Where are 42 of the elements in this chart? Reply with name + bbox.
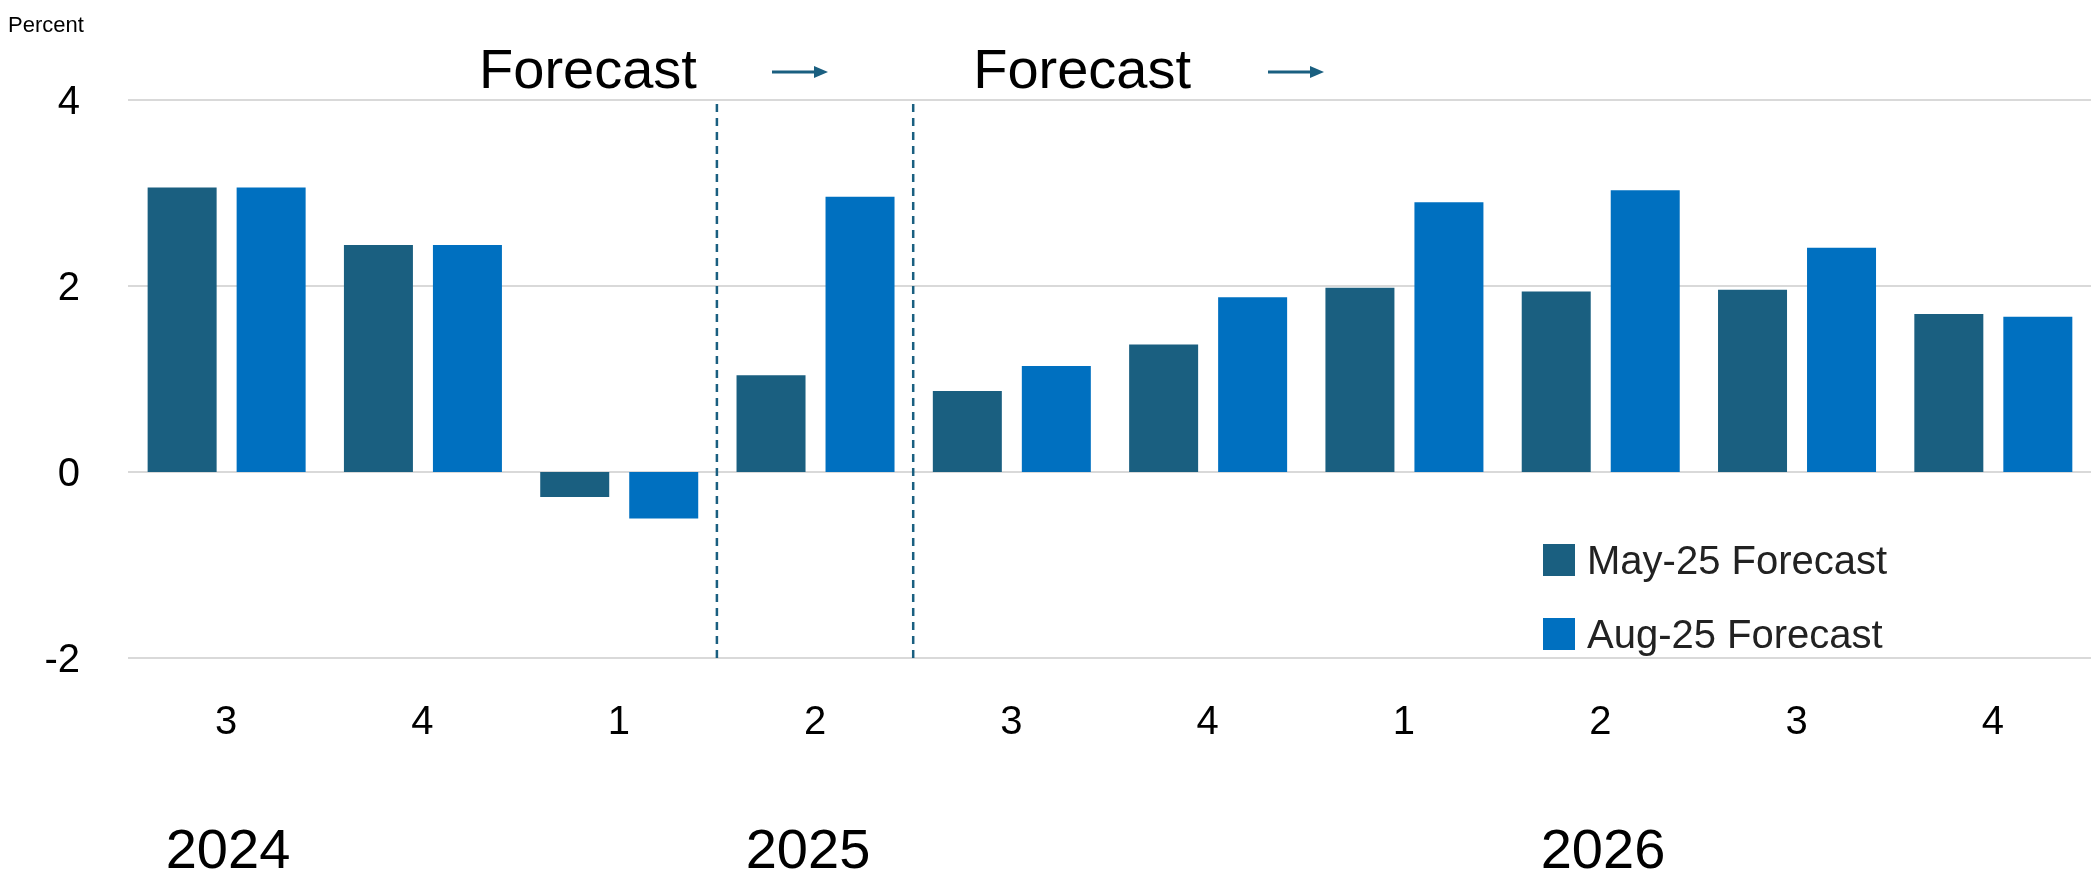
- bar: [932, 391, 1002, 472]
- bar: [236, 187, 306, 472]
- bar: [432, 245, 502, 472]
- text: 2025: [744, 816, 872, 881]
- bar: [1325, 287, 1395, 472]
- bar: [736, 375, 806, 472]
- y-tick-label: 2: [57, 264, 80, 309]
- bar: [540, 472, 610, 498]
- bar: [147, 187, 217, 472]
- bar: [1414, 202, 1484, 472]
- bar: [343, 245, 413, 472]
- bar: [825, 196, 895, 472]
- x-tick-label: 4: [411, 698, 434, 743]
- bar: [1610, 190, 1680, 472]
- text: 2024: [164, 816, 292, 881]
- x-tick-label: 4: [1196, 698, 1219, 743]
- legend-label: May-25 Forecast: [1587, 537, 1888, 583]
- annotation: Forecast: [973, 36, 1193, 101]
- x-tick-label: 4: [1981, 698, 2004, 743]
- bar: [1218, 297, 1288, 472]
- x-tick-label: 2: [803, 698, 827, 743]
- x-tick-label: 1: [1392, 698, 1416, 743]
- x-tick-label: 1: [607, 698, 630, 743]
- y-tick-label: 0: [57, 450, 80, 495]
- text: 2026: [1539, 816, 1667, 881]
- bar: [1718, 289, 1788, 472]
- bar: [629, 472, 699, 519]
- bar: [1914, 313, 1984, 472]
- x-tick-label: 2: [1589, 698, 1612, 743]
- x-tick-label: 3: [1785, 698, 1808, 743]
- bar: [1129, 344, 1199, 472]
- x-tick-label: 3: [1000, 698, 1023, 743]
- annotation: Forecast: [478, 36, 697, 101]
- bar: [1807, 247, 1877, 472]
- bar: [2003, 316, 2073, 472]
- x-tick-label: 3: [215, 698, 238, 743]
- y-tick-label: 4: [57, 78, 80, 123]
- bar: [1021, 365, 1091, 472]
- y-axis-title: Percent: [8, 12, 84, 38]
- legend-label: Aug-25 Forecast: [1587, 611, 1883, 657]
- bar: [1521, 291, 1591, 472]
- y-tick-label: -2: [44, 636, 80, 681]
